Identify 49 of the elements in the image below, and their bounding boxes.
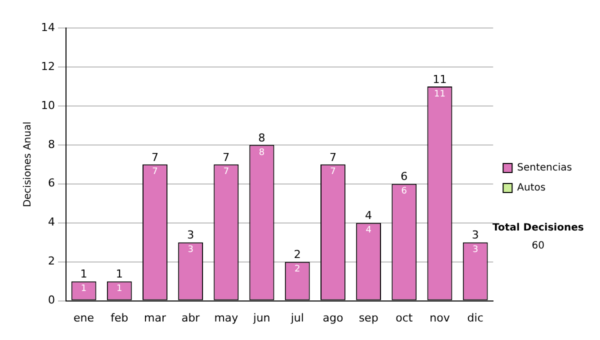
total-label: 2 (294, 248, 301, 262)
total-label: 7 (151, 150, 158, 164)
legend-label: Autos (517, 182, 546, 194)
x-tick-label: ago (322, 311, 344, 324)
x-tick-label: ene (74, 311, 94, 324)
data-label: 4 (366, 226, 372, 236)
data-label: 1 (116, 284, 122, 294)
x-tick-label: jul (290, 311, 304, 324)
text: 60 (532, 240, 545, 252)
x-tick-label: may (214, 311, 239, 324)
total-label: 3 (472, 228, 479, 242)
data-label: 1 (80, 284, 87, 294)
data-label: 6 (401, 186, 408, 197)
x-tick-label: feb (110, 311, 128, 324)
annotation: Total Decisiones (492, 222, 584, 234)
data-label: 7 (152, 167, 158, 178)
total-label: 7 (329, 150, 336, 164)
total-label: 4 (365, 209, 372, 222)
x-tick-label: sep (358, 311, 378, 324)
total-label: 7 (222, 150, 230, 164)
total-label: 3 (187, 228, 194, 242)
x-tick-label: dic (467, 311, 484, 324)
data-label: 2 (294, 264, 300, 275)
y-tick-label: 4 (48, 216, 55, 229)
legend-label: Sentencias (517, 162, 572, 174)
data-label: 3 (472, 245, 478, 256)
x-tick-label: nov (430, 311, 450, 324)
y-tick-label: 0 (48, 294, 55, 307)
x-tick-label: oct (396, 311, 414, 324)
total-label: 1 (80, 268, 88, 281)
y-tick-label: 10 (40, 98, 55, 112)
data-label: 7 (330, 167, 336, 178)
y-tick-label: 14 (40, 20, 55, 34)
y-axis-title: Decisiones Anual (22, 122, 34, 208)
data-label: 3 (188, 245, 194, 256)
total-label: 11 (432, 72, 447, 86)
y-tick-label: 6 (48, 176, 55, 190)
y-tick-label: 8 (48, 138, 55, 151)
x-tick-label: jun (252, 311, 270, 324)
total-label: 8 (258, 131, 266, 144)
data-label: 7 (223, 167, 230, 178)
total-label: 6 (400, 170, 408, 184)
y-tick-label: 2 (48, 254, 55, 268)
data-label: 11 (434, 89, 446, 100)
data-label: 8 (258, 148, 265, 158)
x-tick-label: abr (181, 311, 200, 324)
x-tick-label: mar (144, 311, 166, 324)
y-tick-label: 12 (40, 60, 55, 73)
total-label: 1 (116, 268, 123, 281)
